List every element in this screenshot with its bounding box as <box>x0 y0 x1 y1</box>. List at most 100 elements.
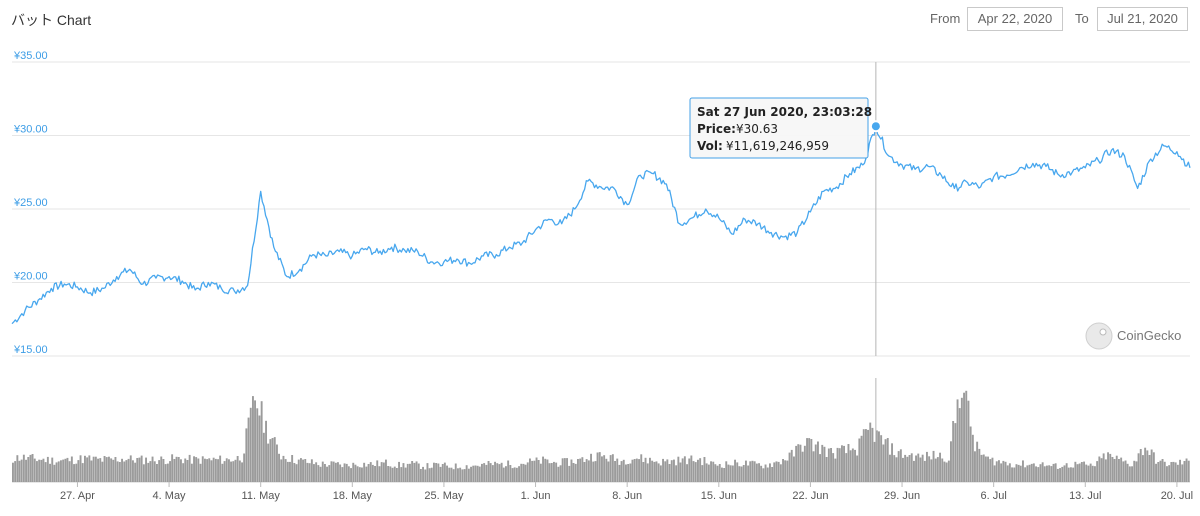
y-tick-label: ¥35.00 <box>13 50 48 62</box>
volume-bar <box>982 454 985 482</box>
volume-bar <box>27 457 30 482</box>
volume-bar <box>230 461 232 482</box>
volume-bar <box>963 392 965 482</box>
volume-bar <box>57 461 60 482</box>
volume-bar <box>749 461 752 482</box>
volume-bar <box>771 467 774 482</box>
volume-bar <box>773 462 776 482</box>
volume-bar <box>413 462 416 482</box>
volume-bar <box>897 451 900 482</box>
volume-bar <box>1030 463 1033 482</box>
volume-bar <box>1050 466 1053 482</box>
volume-bar <box>991 457 994 482</box>
volume-bar <box>1109 453 1112 482</box>
volume-bar <box>315 462 318 482</box>
volume-bar <box>18 460 21 482</box>
volume-bar <box>145 457 147 482</box>
volume-bar <box>273 437 276 482</box>
volume-bar <box>214 458 217 482</box>
volume-bar <box>297 459 300 482</box>
coingecko-watermark: CoinGecko <box>1085 322 1181 350</box>
volume-bar <box>461 469 464 482</box>
volume-bar <box>524 464 527 482</box>
tooltip: Sat 27 Jun 2020, 23:03:28 Price: ¥30.63 … <box>689 97 872 159</box>
volume-bar <box>210 460 213 482</box>
volume-bar <box>282 455 285 482</box>
volume-bar <box>533 460 536 482</box>
volume-bar <box>184 458 187 482</box>
volume-bar <box>710 461 712 482</box>
volume-bar <box>522 463 525 482</box>
volume-bar <box>454 463 457 482</box>
volume-bar <box>219 455 222 482</box>
volume-bar <box>786 460 789 482</box>
volume-bar <box>188 454 191 482</box>
x-tick-label: 29. Jun <box>884 490 920 502</box>
volume-bar <box>36 461 38 482</box>
volume-bar <box>1096 461 1099 482</box>
from-date-input[interactable]: Apr 22, 2020 <box>967 7 1063 31</box>
volume-bar <box>529 458 531 482</box>
volume-bar <box>1152 452 1155 482</box>
volume-bar <box>256 408 259 482</box>
volume-bar <box>856 455 859 482</box>
volume-bar <box>1144 447 1147 482</box>
volume-bar <box>668 464 671 482</box>
volume-bar <box>583 462 586 482</box>
volume-bar <box>44 462 47 482</box>
volume-bar <box>40 459 43 482</box>
volume-bar <box>108 456 110 482</box>
volume-bar <box>38 459 41 482</box>
volume-bar <box>485 464 488 482</box>
volume-bar <box>603 455 606 482</box>
x-tick-label: 27. Apr <box>60 490 95 502</box>
volume-bar <box>926 451 928 482</box>
volume-bar <box>806 438 808 482</box>
volume-bar <box>328 465 331 482</box>
volume-bar <box>1072 467 1075 482</box>
volume-bar <box>908 455 911 482</box>
volume-bar <box>118 462 121 482</box>
volume-bar <box>917 453 920 482</box>
volume-bar <box>882 444 885 482</box>
volume-bar <box>841 445 843 482</box>
volume-bar <box>232 461 235 482</box>
volume-bar <box>293 463 296 482</box>
volume-bar <box>1100 458 1103 482</box>
volume-bar <box>814 444 817 482</box>
volume-bar <box>587 460 590 482</box>
volume-bar <box>714 464 717 482</box>
volume-bar <box>269 439 272 482</box>
volume-bar <box>753 461 756 482</box>
volume-bar <box>795 445 798 482</box>
volume-bar <box>29 454 32 482</box>
volume-bar <box>169 461 171 482</box>
volume-bar <box>428 468 431 482</box>
to-date-input[interactable]: Jul 21, 2020 <box>1097 7 1188 31</box>
volume-bar <box>228 459 230 482</box>
volume-bar <box>941 458 944 482</box>
volume-bar <box>664 461 667 482</box>
volume-bar <box>721 467 723 482</box>
x-tick-label: 1. Jun <box>521 490 551 502</box>
volume-bar <box>278 453 280 482</box>
volume-bar <box>880 435 883 482</box>
volume-bar <box>112 459 115 482</box>
volume-bar <box>976 441 979 482</box>
volume-bar <box>548 463 551 482</box>
volume-bar <box>607 461 610 482</box>
volume-bar <box>751 460 754 482</box>
volume-bar <box>334 462 337 482</box>
volume-bar <box>793 456 795 482</box>
volume-bar <box>703 457 706 482</box>
volume-bar <box>1019 465 1022 482</box>
volume-bar <box>679 462 682 482</box>
volume-bar <box>601 456 603 482</box>
volume-bar <box>385 459 387 482</box>
volume-bar <box>79 455 82 482</box>
volume-bar <box>995 461 998 482</box>
volume-bar <box>1076 464 1079 482</box>
volume-bar <box>520 463 523 482</box>
tooltip-price-label: Price: <box>697 122 736 136</box>
